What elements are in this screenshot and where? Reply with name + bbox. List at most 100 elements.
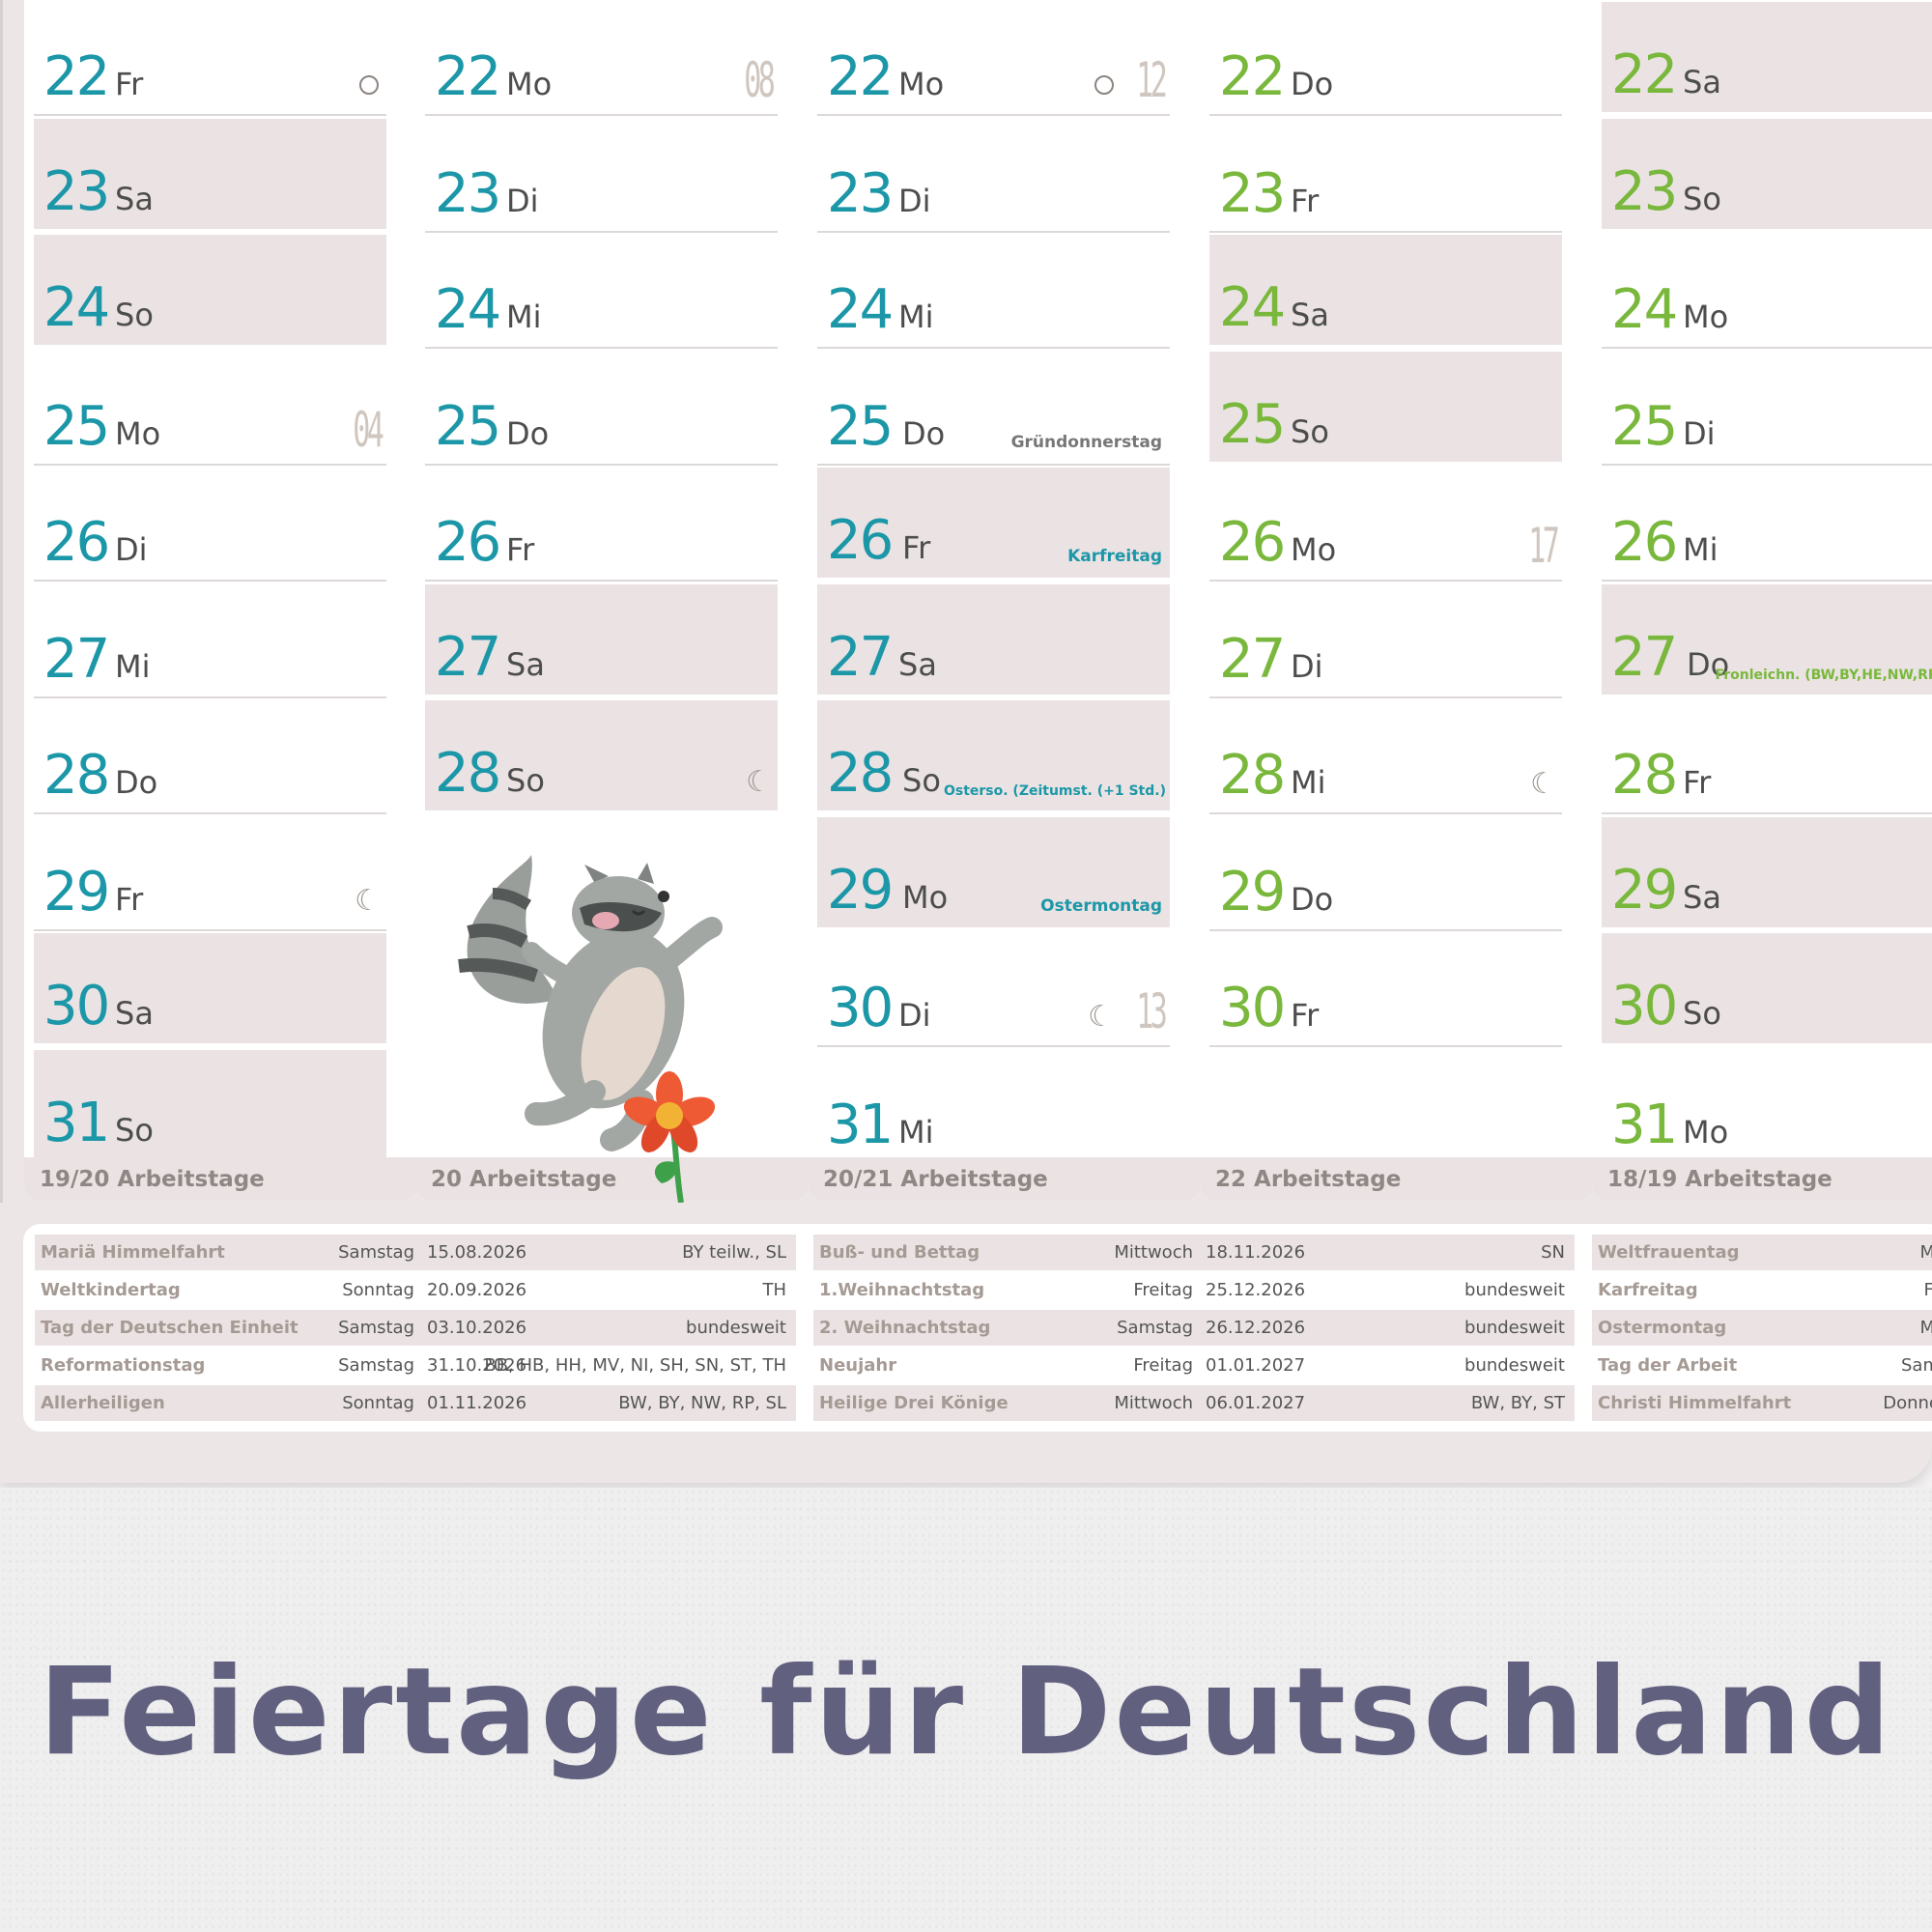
day-row: 29 Mo Ostermontag [817,816,1170,927]
day-number: 26 [43,511,110,574]
holiday-weekday: Mi [1919,1242,1932,1263]
day-number: 25 [1611,394,1678,458]
weekday-label: Fr [115,66,144,102]
weekday-label: Mo [1291,531,1337,568]
day-number: 23 [827,161,894,225]
day-number: 24 [1611,278,1678,341]
day-number: 23 [1219,161,1286,225]
day-number: 31 [827,1093,894,1156]
holiday-name: Mariä Himmelfahrt [41,1242,225,1263]
month-column: 22 Fr 23 Sa 24 So 25 Mo 04 26 Di 27 Mi 28 Do 29 Fr ☾ 30 Sa 3… [24,0,417,1201]
holiday-name: 2. Weihnachtstag [819,1318,991,1338]
day-row: 31 Mi [817,1050,1170,1164]
weekday-label: Do [115,764,158,801]
day-number: 22 [435,45,501,108]
month-column: 22Sa23So24Mo225Di26Mi27DoFronleichn. (BW… [1592,0,1932,1201]
holiday-region: BW, BY, NW, RP, SL [618,1393,786,1413]
day-row: 24 Mi [425,235,778,349]
day-row: 27 Mi [34,584,386,698]
day-number: 30 [1611,975,1678,1037]
holiday-date: 20.09.2026 [427,1280,527,1300]
holiday-name: Tag der Deutschen Einheit [41,1318,298,1338]
weekday-label: Di [506,182,539,219]
holiday-name: Weltfrauentag [1598,1242,1740,1263]
day-row: 23 So [1602,118,1932,229]
weekday-label: Do [506,414,550,452]
day-number: 22 [1611,43,1678,106]
day-number: 30 [827,977,894,1039]
sheet-left-edge [0,0,3,1203]
paper-background [0,1488,1932,1932]
weekday-label: Fr [115,880,144,918]
day-row: 30 Di 13 ☾ [817,933,1170,1047]
week-number: 08 [744,52,776,108]
holiday-date: 15.08.2026 [427,1242,527,1263]
weekday-label: Do [1687,645,1730,683]
raccoon-illustration [458,855,723,1203]
weekday-label: Fr [902,529,931,566]
weekday-label: Do [1291,66,1334,102]
holiday-date: 26.12.2026 [1206,1318,1306,1338]
day-row: 29 Fr ☾ [34,817,386,931]
holiday-row: 2. Weihnachtstag Samstag 26.12.2026 bundesw… [813,1310,1575,1346]
day-row: 26 Fr Karfreitag [817,468,1170,578]
day-number: 24 [827,278,894,341]
holiday-row: Tag der Deutschen Einheit Samstag 03.10.20… [35,1310,796,1346]
holiday-row: Buß- und Bettag Mittwoch 18.11.2026 SN [813,1235,1575,1270]
day-number: 25 [43,394,110,458]
moon-phase-icon: ☾ [355,883,381,918]
day-row: 25 Di [1602,352,1932,466]
holiday-row: Reformationstag Samstag 31.10.2026 BB, HB, … [35,1348,796,1383]
day-row: 28 Do [34,700,386,814]
workdays-footer: 20 Arbeitstage [415,1157,809,1201]
holiday-weekday: Freitag [1133,1355,1193,1376]
holiday-region: bundesweit [1464,1280,1565,1300]
weekday-label: So [1291,412,1329,450]
holiday-name: Heilige Drei Könige [819,1393,1009,1413]
weekday-label: So [115,1111,154,1149]
day-number: 28 [435,742,501,805]
workdays-label: 18/19 Arbeitstage [1607,1167,1833,1192]
day-number: 31 [43,1091,110,1154]
weekday-label: Di [1683,414,1716,452]
day-row: 25 So [1209,351,1562,462]
holiday-weekday: Samstag [338,1318,414,1338]
day-number: 27 [1219,627,1286,691]
weekday-label: Sa [115,995,154,1032]
day-row: 24 Sa [1209,235,1562,345]
holiday-region: bundesweit [1464,1318,1565,1338]
holidays-panel: Mariä Himmelfahrt Samstag 15.08.2026 BY tei… [23,1224,1932,1432]
weekday-label: So [1683,995,1721,1032]
holiday-region: SN [1541,1242,1565,1263]
holiday-row: Tag der Arbeit Sam [1592,1348,1932,1383]
weekday-label: Fr [1291,997,1320,1034]
day-row: 29 Do [1209,817,1562,931]
holiday-row: Weltfrauentag Mi [1592,1235,1932,1270]
holiday-row: Karfreitag Fr [1592,1272,1932,1308]
weekday-label: Fr [506,531,535,568]
week-number: 17 [1528,518,1560,574]
day-number: 22 [43,45,110,108]
day-row: 23 Sa [34,118,386,229]
day-number: 27 [827,625,894,689]
holiday-weekday: Samstag [338,1242,414,1263]
day-row: 27 Do Fronleichn. (BW,BY,HE,NW,RP,S [1602,583,1932,695]
holiday-name: Karfreitag [1598,1280,1698,1300]
day-number: 27 [1611,625,1678,689]
weekday-label: So [902,762,941,799]
day-number: 28 [1611,744,1678,807]
day-number: 29 [1219,860,1286,923]
holiday-weekday: Freitag [1133,1280,1193,1300]
holiday-region: TH [762,1280,786,1300]
day-number: 30 [43,975,110,1037]
holiday-region: BY teilw., SL [682,1242,786,1263]
weekday-label: So [115,297,154,333]
holiday-weekday: Samstag [1117,1318,1193,1338]
day-number: 25 [435,394,501,458]
day-row: 27 Sa [425,583,778,695]
weekday-label: Sa [898,645,937,683]
day-row: 30 So [1602,933,1932,1043]
moon-phase-icon: ☾ [746,765,772,799]
weekday-label: Mo [115,414,161,452]
